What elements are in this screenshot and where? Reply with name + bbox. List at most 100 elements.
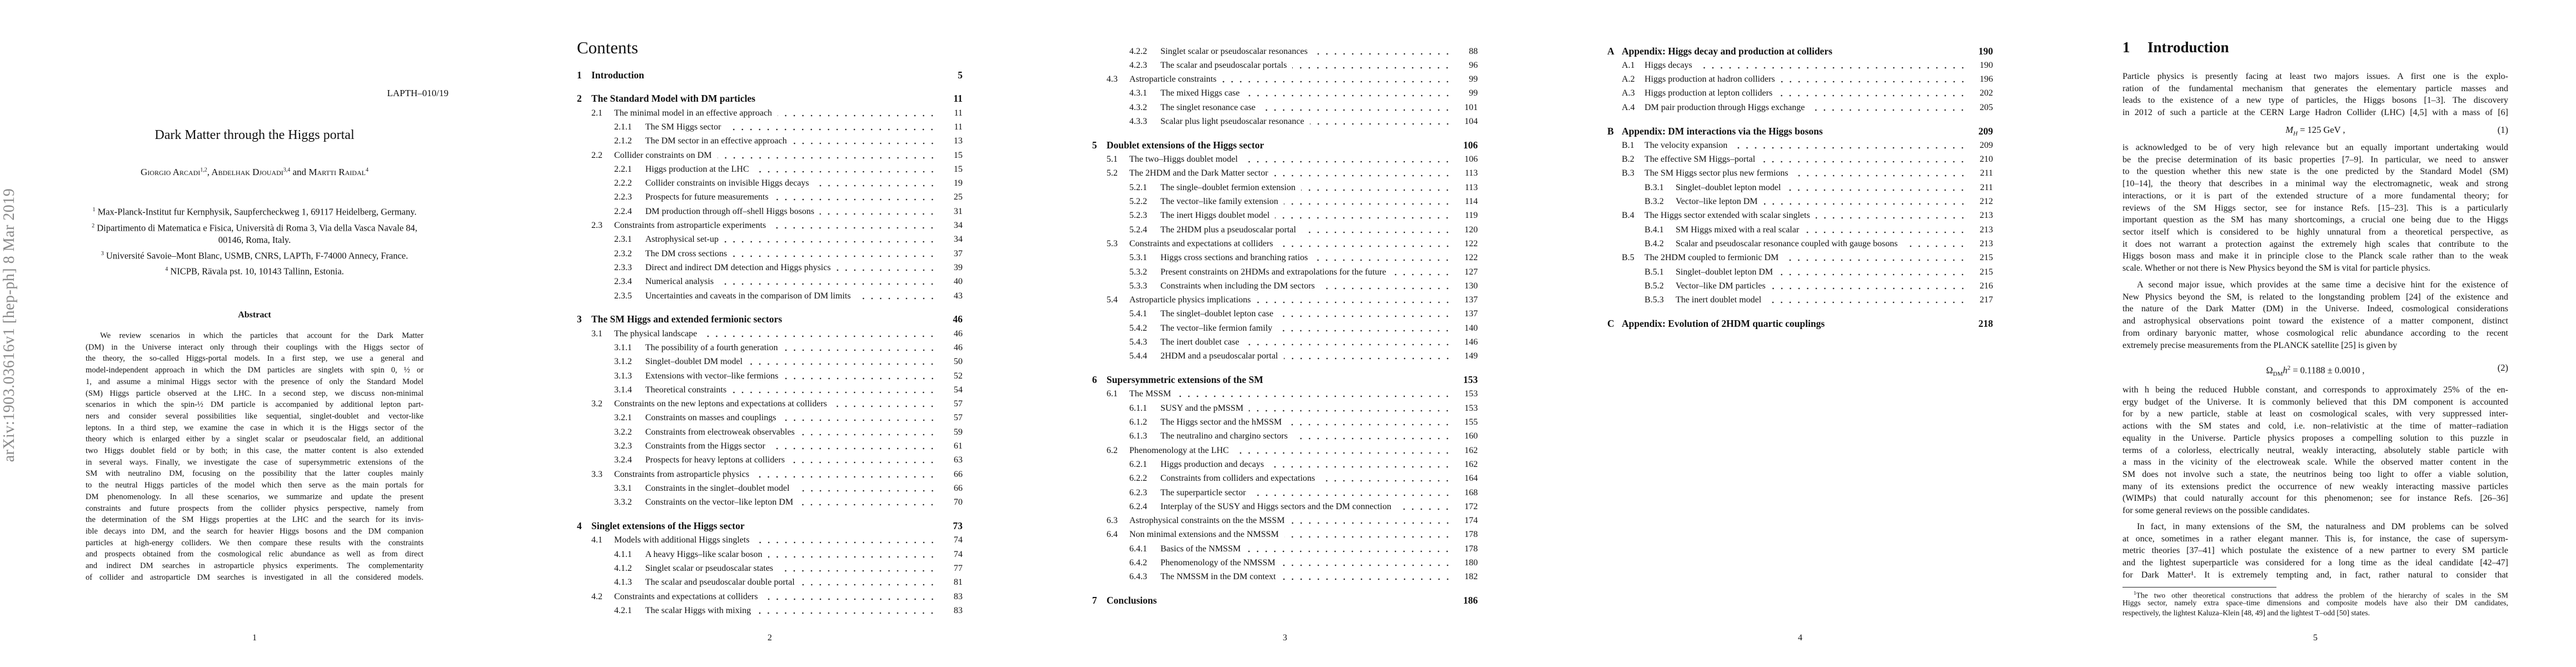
toc-entry[interactable]: 2.3.2 The DM cross sections 37: [577, 246, 963, 261]
toc-entry[interactable]: 5.1 The two–Higgs doublet model 106: [1092, 152, 1478, 167]
toc-entry[interactable]: 2.2 Collider constraints on DM 15: [577, 148, 963, 162]
toc-entry[interactable]: 2.1.1 The SM Higgs sector 11: [577, 120, 963, 134]
toc-entry[interactable]: 5.3.2 Present constraints on 2HDMs and ex…: [1092, 265, 1478, 279]
toc-entry[interactable]: A.2 Higgs production at hadron colliders 1…: [1607, 72, 1993, 87]
toc-entry-title: Singlet–doublet DM model: [645, 357, 743, 367]
toc-entry[interactable]: 3.2.2 Constraints from electroweak observ…: [577, 425, 963, 439]
toc-entry[interactable]: 5.4.4 2HDM and a pseudoscalar portal 149: [1092, 349, 1478, 364]
toc-entry[interactable]: 5.2.3 The inert Higgs doublet model 119: [1092, 208, 1478, 223]
toc-entry[interactable]: 6.2.3 The superparticle sector 168: [1092, 485, 1478, 500]
toc-entry[interactable]: B.3.2 Vector–like lepton DM 212: [1607, 195, 1993, 208]
toc-entry[interactable]: B.4.1 SM Higgs mixed with a real scalar 21…: [1607, 222, 1993, 237]
toc-entry[interactable]: 2.3.4 Numerical analysis 40: [577, 275, 963, 289]
toc-entry[interactable]: 2.2.3 Prospects for future measurements 25: [577, 190, 963, 205]
toc-entry[interactable]: 5.2 The 2HDM and the Dark Matter sector 11…: [1092, 166, 1478, 181]
toc-entry[interactable]: B.4 The Higgs sector extended with scalar…: [1607, 208, 1993, 223]
toc-entry[interactable]: 4.2.3 The scalar and pseudoscalar portals…: [1092, 58, 1478, 72]
toc-entry[interactable]: B Appendix: DM interactions via the Higgs…: [1607, 125, 1993, 138]
toc-entry[interactable]: B.3 The SM Higgs sector plus new fermions…: [1607, 166, 1993, 181]
toc-entry[interactable]: 6.1.3 The neutralino and chargino sectors…: [1092, 429, 1478, 444]
toc-entry[interactable]: 3.1.2 Singlet–doublet DM model 50: [577, 355, 963, 369]
toc-entry[interactable]: A.1 Higgs decays 190: [1607, 58, 1993, 72]
toc-entry[interactable]: 4.1.3 The scalar and pseudoscalar double …: [577, 575, 963, 590]
toc-entry[interactable]: B.5.2 Vector–like DM particles 216: [1607, 278, 1993, 293]
toc-entry[interactable]: 3 The SM Higgs and extended fermionic sec…: [577, 312, 963, 326]
toc-entry[interactable]: 1 Introduction 5: [577, 68, 963, 82]
toc-entry[interactable]: 3.2 Constraints on the new leptons and ex…: [577, 397, 963, 411]
toc-entry[interactable]: 5.4.2 The vector–like fermion family 140: [1092, 321, 1478, 335]
toc-entry[interactable]: B.3.1 Singlet–doublet lepton model 211: [1607, 180, 1993, 195]
toc-entry[interactable]: C Appendix: Evolution of 2HDM quartic cou…: [1607, 317, 1993, 331]
toc-entry[interactable]: 3.1 The physical landscape 46: [577, 326, 963, 341]
toc-entry[interactable]: 4.2.2 Singlet scalar or pseudoscalar reso…: [1092, 44, 1478, 58]
toc-entry[interactable]: 6.2.4 Interplay of the SUSY and Higgs sec…: [1092, 499, 1478, 514]
toc-entry[interactable]: 6.4.1 Basics of the NMSSM 178: [1092, 541, 1478, 556]
toc-entry[interactable]: 3.1.1 The possibility of a fourth generat…: [577, 340, 963, 355]
toc-entry[interactable]: 3.3.1 Constraints in the singlet–doublet …: [577, 481, 963, 495]
toc-entry[interactable]: 2.1 The minimal model in an effective app…: [577, 106, 963, 120]
toc-entry[interactable]: 4.1 Models with additional Higgs singlets…: [577, 533, 963, 547]
toc-entry[interactable]: 3.1.3 Extensions with vector–like fermion…: [577, 369, 963, 383]
toc-entry[interactable]: 6.3 Astrophysical constraints on the the …: [1092, 514, 1478, 528]
toc-entry[interactable]: 5.4.1 The singlet–doublet lepton case 137: [1092, 307, 1478, 321]
toc-entry[interactable]: 4 Singlet extensions of the Higgs sector 7…: [577, 519, 963, 533]
toc-entry[interactable]: 3.1.4 Theoretical constraints 54: [577, 382, 963, 397]
toc-entry[interactable]: 2.3.5 Uncertainties and caveats in the co…: [577, 288, 963, 303]
toc-entry[interactable]: 5.2.2 The vector–like family extension 114: [1092, 195, 1478, 208]
toc-entry-title: Vector–like DM particles: [1676, 281, 1766, 291]
toc-entry[interactable]: A.3 Higgs production at lepton colliders 2…: [1607, 86, 1993, 101]
toc-entry[interactable]: 4.1.2 Singlet scalar or pseudoscalar stat…: [577, 561, 963, 575]
toc-entry[interactable]: 3.2.4 Prospects for heavy leptons at coll…: [577, 453, 963, 467]
toc-entry[interactable]: 4.2.1 The scalar Higgs with mixing 83: [577, 603, 963, 618]
toc-entry[interactable]: 4.1.1 A heavy Higgs–like scalar boson 74: [577, 547, 963, 561]
toc-entry[interactable]: B.1 The velocity expansion 209: [1607, 138, 1993, 152]
toc-entry[interactable]: 5.4.3 The inert doublet case 146: [1092, 335, 1478, 349]
toc-entry[interactable]: 6.2.1 Higgs production and decays 162: [1092, 457, 1478, 471]
toc-entry[interactable]: B.5.3 The inert doublet model 217: [1607, 293, 1993, 307]
toc-entry[interactable]: 5 Doublet extensions of the Higgs sector 1…: [1092, 138, 1478, 152]
toc-entry[interactable]: 2.1.2 The DM sector in an effective appro…: [577, 134, 963, 148]
toc-entry[interactable]: 2 The Standard Model with DM particles 11: [577, 92, 963, 106]
toc-entry[interactable]: 6.1 The MSSM 153: [1092, 387, 1478, 401]
equation-expression: ΩDMh2 = 0.1188 ± 0.0010 ,: [2122, 361, 2508, 381]
toc-entry[interactable]: B.5 The 2HDM coupled to fermionic DM 215: [1607, 251, 1993, 265]
toc-entry[interactable]: 6.1.1 SUSY and the pMSSM 153: [1092, 401, 1478, 415]
toc-entry[interactable]: 5.2.4 The 2HDM plus a pseudoscalar portal…: [1092, 222, 1478, 237]
toc-entry[interactable]: 5.3.1 Higgs cross sections and branching …: [1092, 251, 1478, 265]
toc-entry[interactable]: 2.2.2 Collider constraints on invisible H…: [577, 176, 963, 191]
toc-entry[interactable]: 4.3.1 The mixed Higgs case 99: [1092, 86, 1478, 101]
toc-entry[interactable]: 6.4.3 The NMSSM in the DM context 182: [1092, 570, 1478, 584]
toc-entry[interactable]: B.4.2 Scalar and pseudoscalar resonance c…: [1607, 236, 1993, 251]
toc-entry[interactable]: 6.2.2 Constraints from colliders and expe…: [1092, 471, 1478, 486]
toc-entry[interactable]: 6 Supersymmetric extensions of the SM 153: [1092, 373, 1478, 387]
toc-entry[interactable]: 7 Conclusions 186: [1092, 594, 1478, 608]
affiliation-marker: 3: [101, 251, 104, 257]
toc-entry[interactable]: 2.2.4 DM production through off–shell Hig…: [577, 204, 963, 218]
toc-entry[interactable]: 5.3.3 Constraints when including the DM s…: [1092, 278, 1478, 293]
toc-entry[interactable]: 2.3.1 Astrophysical set-up 34: [577, 232, 963, 247]
line-text: particles at high-energy colliders. We t…: [86, 538, 423, 547]
toc-entry[interactable]: A Appendix: Higgs decay and production at…: [1607, 44, 1993, 58]
toc-entry[interactable]: 5.2.1 The single–doublet fermion extensio…: [1092, 180, 1478, 195]
toc-entry[interactable]: 4.3 Astroparticle constraints 99: [1092, 72, 1478, 87]
toc-entry[interactable]: 5.3 Constraints and expectations at colli…: [1092, 236, 1478, 251]
toc-entry[interactable]: 4.2 Constraints and expectations at colli…: [577, 589, 963, 604]
toc-entry[interactable]: 3.2.1 Constraints on masses and couplings…: [577, 411, 963, 425]
toc-entry[interactable]: 4.3.2 The singlet resonance case 101: [1092, 100, 1478, 115]
toc-entry[interactable]: 3.3.2 Constraints on the vector–like lept…: [577, 495, 963, 510]
toc-entry[interactable]: 2.3 Constraints from astroparticle experi…: [577, 218, 963, 232]
toc-entry[interactable]: 2.3.3 Direct and indirect DM detection an…: [577, 260, 963, 275]
toc-entry[interactable]: 6.4 Non minimal extensions and the NMSSM 1…: [1092, 527, 1478, 542]
toc-entry[interactable]: 6.2 Phenomenology at the LHC 162: [1092, 443, 1478, 457]
toc-entry[interactable]: 6.4.2 Phenomenology of the NMSSM 180: [1092, 556, 1478, 570]
toc-entry[interactable]: 3.2.3 Constraints from the Higgs sector 61: [577, 439, 963, 453]
toc-entry[interactable]: 3.3 Constraints from astroparticle physic…: [577, 467, 963, 481]
toc-entry-page: 120: [1464, 225, 1478, 235]
toc-entry[interactable]: A.4 DM pair production through Higgs exch…: [1607, 100, 1993, 115]
toc-entry[interactable]: B.5.1 Singlet–doublet lepton DM 215: [1607, 265, 1993, 279]
toc-entry[interactable]: 5.4 Astroparticle physics implications 137: [1092, 293, 1478, 307]
toc-entry[interactable]: B.2 The effective SM Higgs–portal 210: [1607, 152, 1993, 167]
toc-entry[interactable]: 2.2.1 Higgs production at the LHC 15: [577, 162, 963, 176]
toc-entry[interactable]: 6.1.2 The Higgs sector and the hMSSM 155: [1092, 415, 1478, 429]
toc-entry[interactable]: 4.3.3 Scalar plus light pseudoscalar reso…: [1092, 115, 1478, 128]
